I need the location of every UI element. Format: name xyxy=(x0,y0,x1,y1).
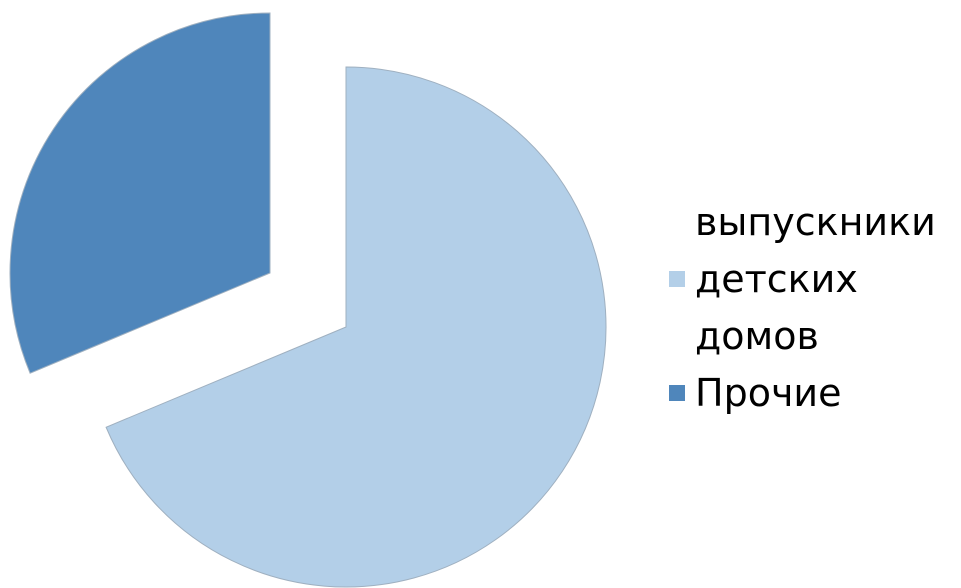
legend-swatch-graduates xyxy=(669,271,685,287)
pie-slice-others xyxy=(9,12,271,374)
chart-legend: выпускники детских домов Прочие xyxy=(664,194,961,422)
legend-label-others: Прочие xyxy=(695,371,842,415)
pie-slice-graduates xyxy=(105,66,607,588)
legend-item-graduates: выпускники детских домов xyxy=(664,194,961,365)
legend-item-others: Прочие xyxy=(664,365,961,422)
legend-swatch-others xyxy=(669,385,685,401)
legend-label-graduates: выпускники детских домов xyxy=(695,200,936,358)
